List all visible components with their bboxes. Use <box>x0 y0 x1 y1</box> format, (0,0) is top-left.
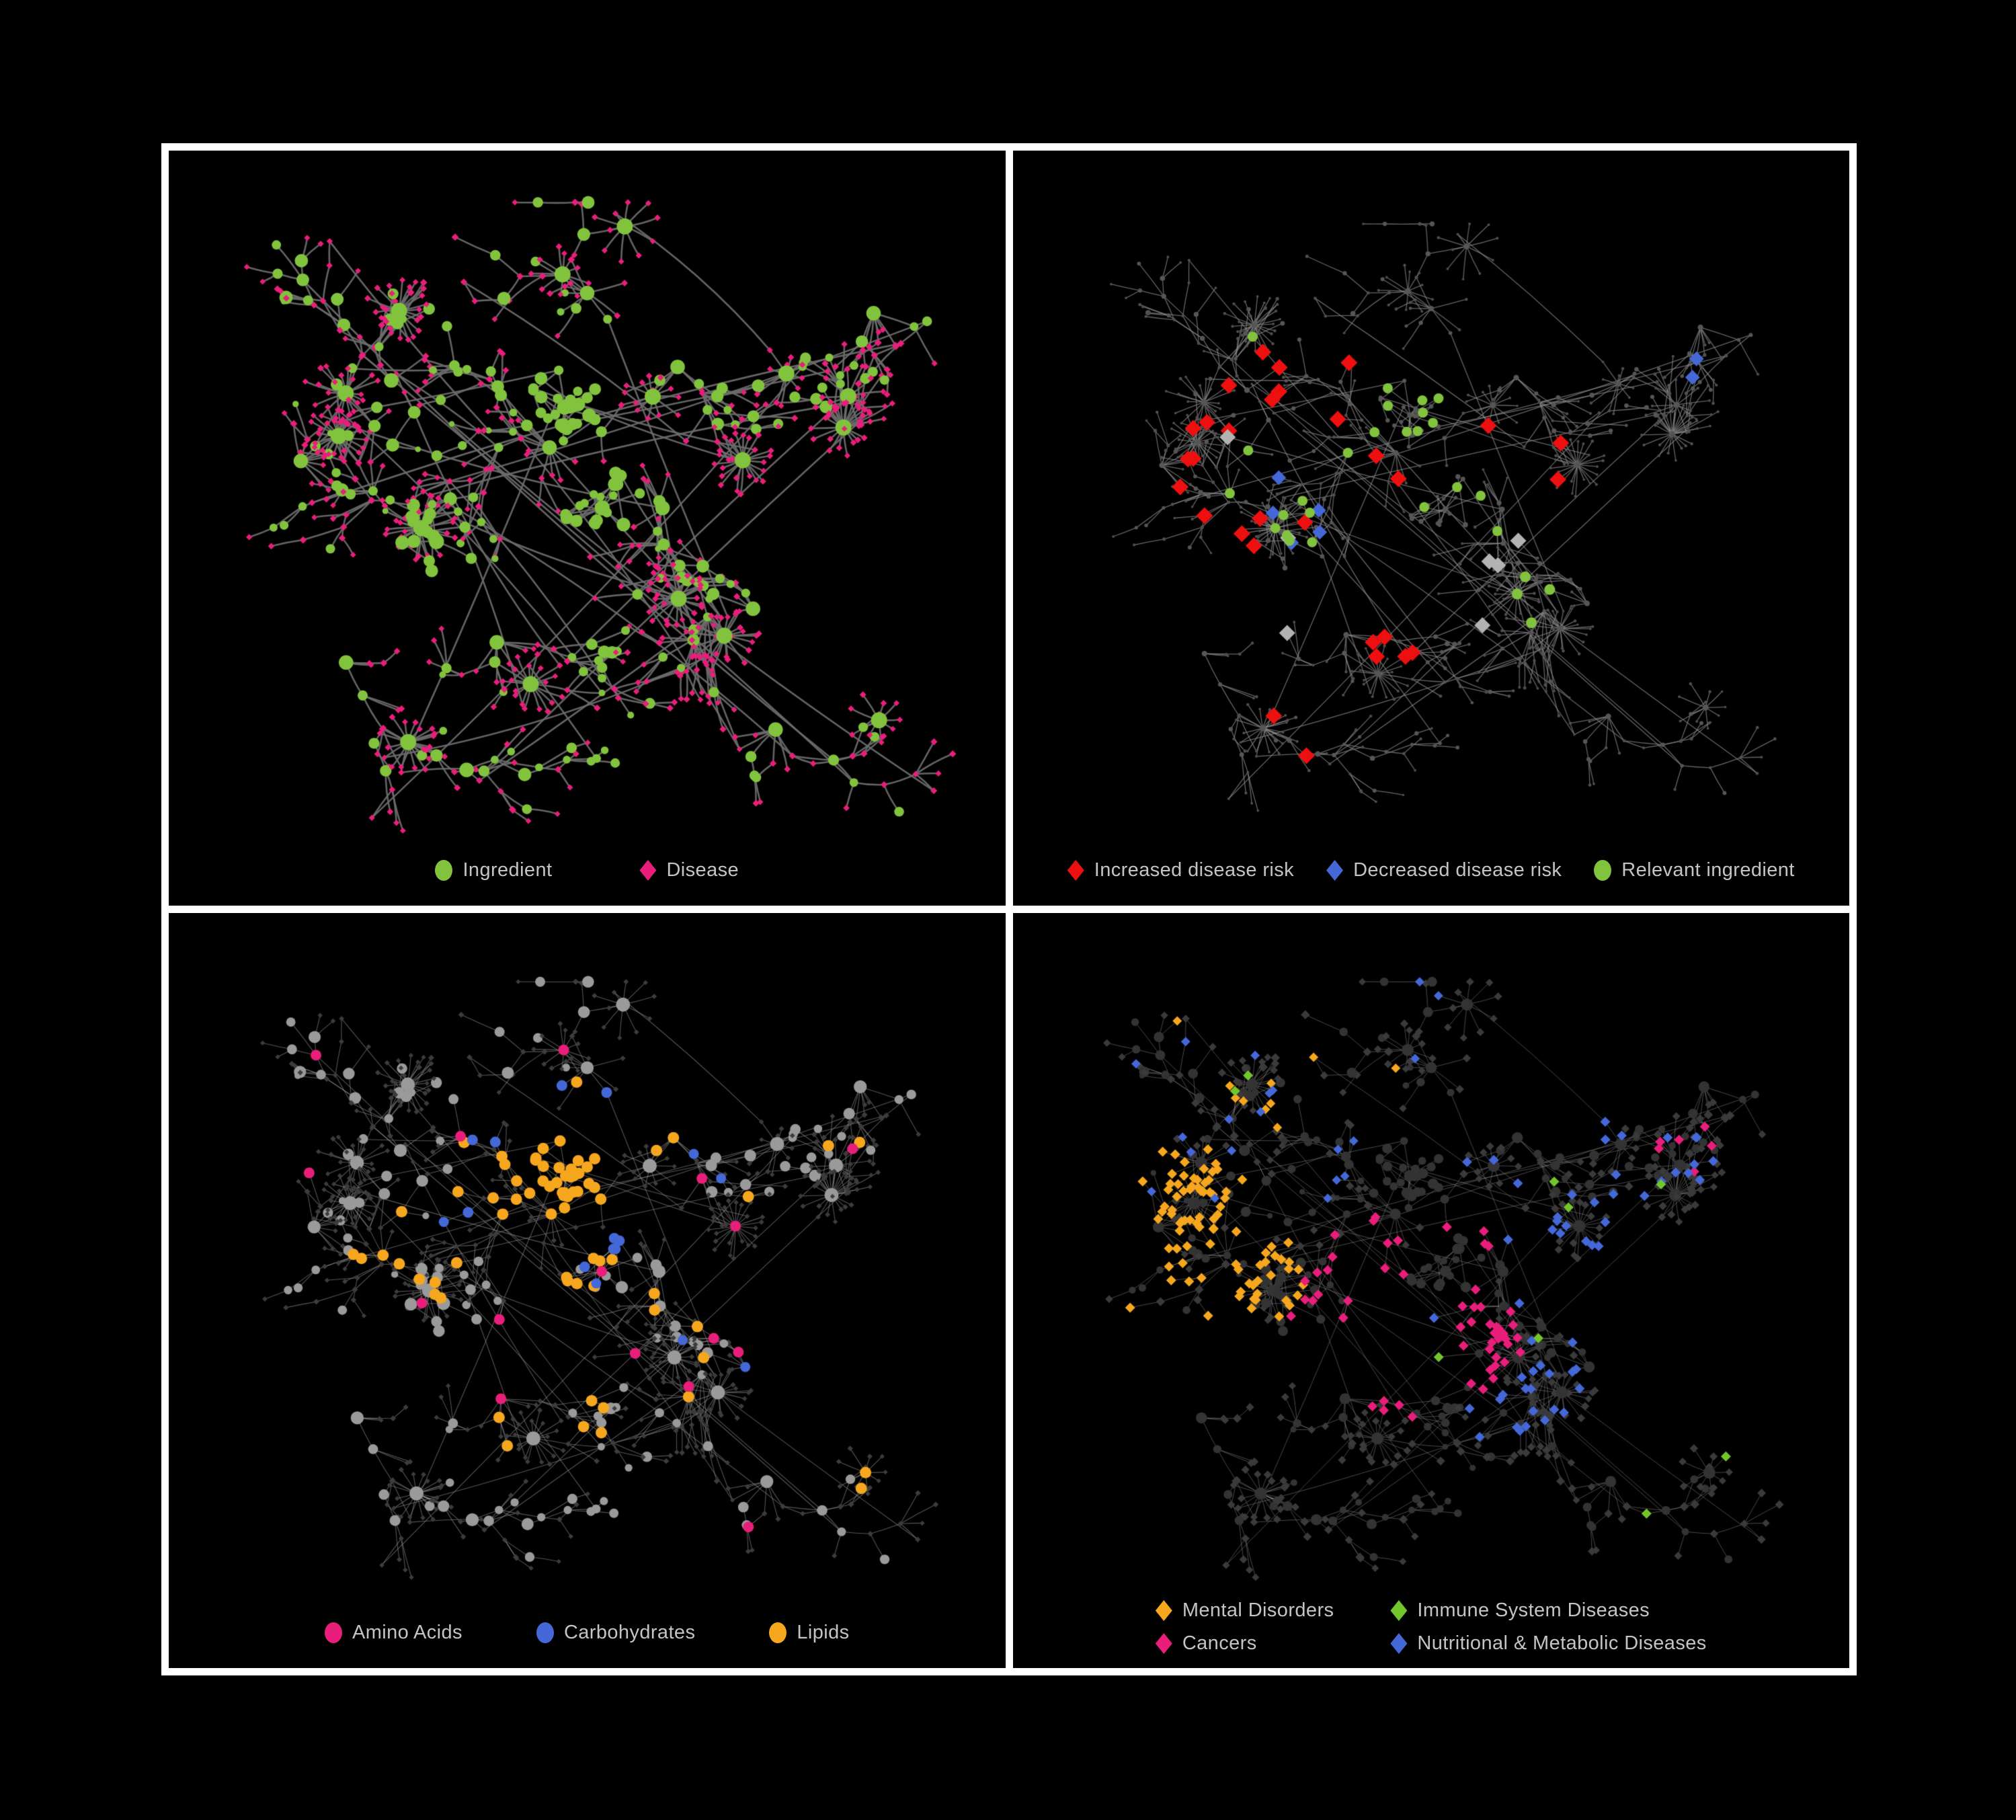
immune-system-diseases-label: Immune System Diseases <box>1417 1599 1650 1621</box>
cancers-swatch <box>1155 1633 1172 1654</box>
ingredient-disease-legend: Ingredient Disease <box>169 859 1006 881</box>
metabolite-classes-network-canvas <box>169 913 1006 1668</box>
panel-disease-categories-network: Mental Disorders Immune System Diseases … <box>1012 913 1850 1668</box>
panel-metabolite-classes-network: Amino Acids Carbohydrates Lipids <box>169 913 1006 1668</box>
legend-item-lipids: Lipids <box>769 1622 849 1644</box>
credits-bar: Created by: EdgeLeap Powered by: <box>0 1675 2016 1820</box>
legend-item-carbohydrates: Carbohydrates <box>536 1622 695 1644</box>
panel-disease-risk-network: Increased disease risk Decreased disease… <box>1012 151 1850 906</box>
disease-legend-label: Disease <box>666 859 739 881</box>
legend-item-cancers: Cancers <box>1155 1632 1334 1655</box>
legend-item-immune-system-diseases: Immune System Diseases <box>1390 1599 1706 1622</box>
relevant-ingredient-label: Relevant ingredient <box>1621 859 1795 881</box>
immune-system-diseases-swatch <box>1390 1600 1408 1621</box>
disease-risk-network-canvas <box>1012 151 1849 906</box>
increased-risk-swatch <box>1067 860 1084 881</box>
legend-item-amino-acids: Amino Acids <box>324 1622 462 1644</box>
metabolite-classes-legend: Amino Acids Carbohydrates Lipids <box>169 1622 1006 1644</box>
relevant-ingredient-swatch <box>1594 860 1612 881</box>
ingredient-legend-label: Ingredient <box>462 859 553 881</box>
legend-item-nutritional-metabolic-diseases: Nutritional & Metabolic Diseases <box>1390 1632 1706 1655</box>
lipids-label: Lipids <box>797 1622 850 1643</box>
lipids-swatch <box>769 1622 787 1643</box>
carbohydrates-label: Carbohydrates <box>563 1622 696 1643</box>
carbohydrates-swatch <box>536 1622 554 1643</box>
legend-item-mental-disorders: Mental Disorders <box>1155 1599 1334 1622</box>
legend-item-relevant-ingredient: Relevant ingredient <box>1594 859 1794 881</box>
ingredient-swatch <box>435 860 453 881</box>
disease-categories-legend: Mental Disorders Immune System Diseases … <box>1013 1599 1850 1655</box>
increased-risk-label: Increased disease risk <box>1094 859 1295 881</box>
legend-item-ingredient: Ingredient <box>435 859 552 881</box>
panels-grid: Ingredient Disease Increased disease ris… <box>161 143 1857 1675</box>
nutritional-metabolic-diseases-label: Nutritional & Metabolic Diseases <box>1417 1632 1707 1654</box>
mental-disorders-swatch <box>1155 1600 1172 1621</box>
amino-acids-swatch <box>324 1622 342 1643</box>
disease-risk-legend: Increased disease risk Decreased disease… <box>1013 859 1850 881</box>
amino-acids-label: Amino Acids <box>352 1622 462 1643</box>
disease-swatch <box>639 860 657 881</box>
decreased-risk-swatch <box>1326 860 1344 881</box>
legend-item-decreased-risk: Decreased disease risk <box>1326 859 1562 881</box>
cancers-label: Cancers <box>1182 1632 1257 1654</box>
decreased-risk-label: Decreased disease risk <box>1353 859 1562 881</box>
legend-item-increased-risk: Increased disease risk <box>1067 859 1294 881</box>
legend-item-disease: Disease <box>639 859 739 881</box>
disease-categories-network-canvas <box>1012 913 1849 1668</box>
panel-ingredient-disease-network: Ingredient Disease <box>169 151 1006 906</box>
ingredient-disease-network-canvas <box>169 151 1006 906</box>
mental-disorders-label: Mental Disorders <box>1182 1599 1334 1621</box>
nutritional-metabolic-diseases-swatch <box>1390 1633 1408 1654</box>
